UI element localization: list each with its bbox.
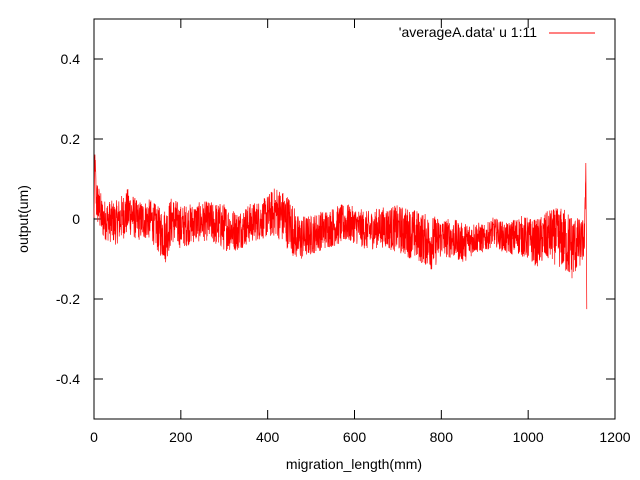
x-tick-label: 200 — [169, 429, 193, 445]
legend: 'averageA.data' u 1:11 — [399, 24, 595, 40]
legend-entry-label: 'averageA.data' u 1:11 — [399, 24, 537, 40]
x-tick-label: 1200 — [599, 429, 630, 445]
series-line — [93, 154, 588, 310]
y-tick-label: 0.4 — [61, 51, 81, 67]
x-tick-label: 800 — [430, 429, 454, 445]
y-tick-label: 0.2 — [61, 131, 81, 147]
x-tick-label: 600 — [343, 429, 367, 445]
x-tick-label: 1000 — [513, 429, 544, 445]
x-tick-label: 400 — [256, 429, 280, 445]
y-axis: -0.4 -0.2 0 0.2 0.4 — [56, 51, 615, 387]
y-tick-label: -0.2 — [56, 291, 80, 307]
y-axis-label: output(um) — [15, 185, 31, 253]
series-layer — [93, 154, 588, 310]
x-tick-label: 0 — [90, 429, 98, 445]
x-axis-label: migration_length(mm) — [286, 456, 422, 472]
y-tick-label: 0 — [72, 211, 80, 227]
x-axis: 0 200 400 600 800 1000 1200 — [90, 19, 631, 445]
y-tick-label: -0.4 — [56, 371, 80, 387]
